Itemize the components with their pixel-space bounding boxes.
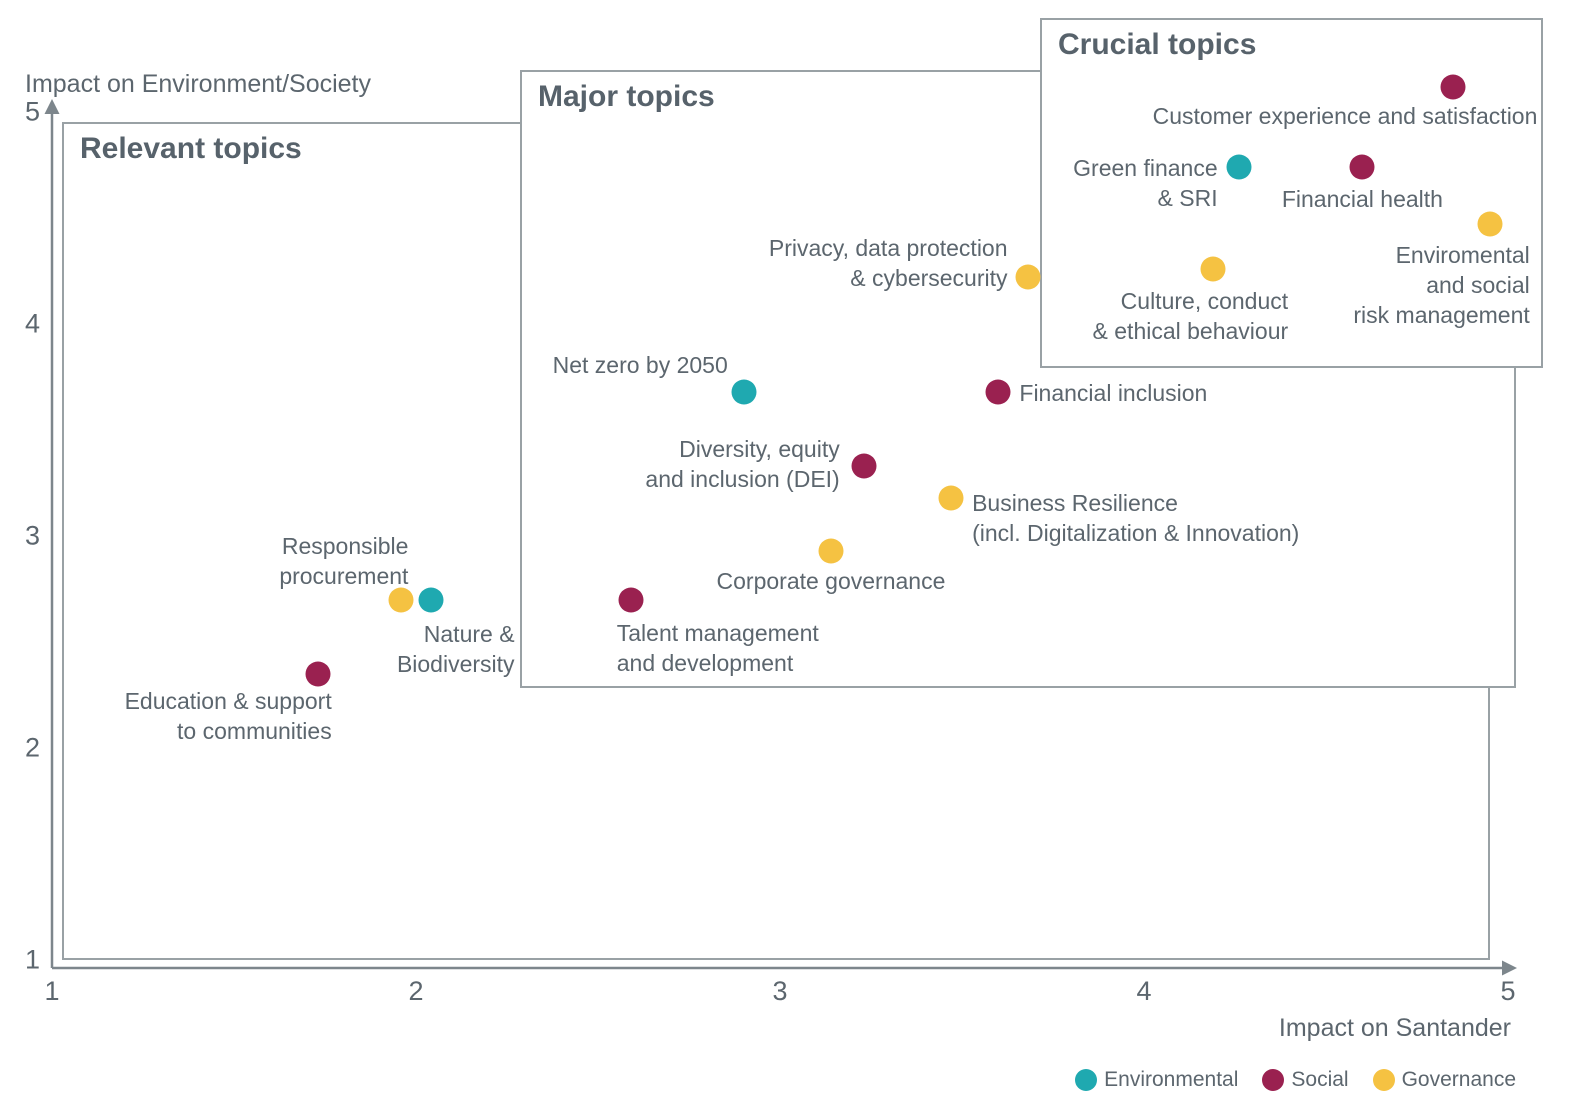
data-point-financial-inclusion [985, 379, 1011, 405]
data-point-nature-biodiversity [418, 587, 444, 613]
point-label-financial-health: Financial health [1282, 184, 1443, 214]
point-label-financial-inclusion: Financial inclusion [1019, 378, 1207, 408]
point-label-diversity-equity-and-inclusion-dei: Diversity, equity and inclusion (DEI) [645, 434, 839, 494]
y-axis-title: Impact on Environment/Society [25, 70, 371, 98]
data-point-culture-conduct-ethical-behaviour [1200, 256, 1226, 282]
point-label-business-resilience-incl-digitalization-innovation: Business Resilience (incl. Digitalization… [972, 488, 1299, 548]
point-label-line: Responsible [281, 532, 409, 559]
point-label-line: procurement [279, 562, 409, 589]
point-label-line: Corporate governance [716, 567, 946, 594]
point-label-line: and social [1426, 272, 1530, 299]
zone-relevant-topics-title: Relevant topics [80, 132, 302, 165]
data-point-green-finance-sri [1226, 154, 1252, 180]
data-point-enviromental-and-social-risk-management [1477, 211, 1503, 237]
x-tick-3: 3 [772, 976, 788, 1006]
data-point-talent-management-and-development [618, 587, 644, 613]
data-point-privacy-data-protection-cybersecurity [1015, 264, 1041, 290]
point-label-line: Green finance [1073, 155, 1218, 182]
governance-dot-icon [1372, 1069, 1395, 1091]
social-dot-icon [1262, 1069, 1285, 1091]
legend: Environmental Social Governance [1075, 1068, 1516, 1092]
y-tick-2: 2 [24, 732, 40, 763]
point-label-line: Privacy, data protection [768, 235, 1008, 262]
point-label-line: (incl. Digitalization & Innovation) [972, 519, 1300, 546]
x-tick-1: 1 [44, 976, 60, 1006]
point-label-line: Customer experience and satisfaction [1152, 102, 1538, 129]
point-label-line: Diversity, equity [679, 436, 840, 463]
data-point-education-support-to-communities [305, 661, 331, 687]
legend-item-social: Social [1262, 1068, 1349, 1092]
point-label-customer-experience-and-satisfaction: Customer experience and satisfaction [1153, 101, 1538, 131]
point-label-line: Nature & [423, 620, 515, 647]
point-label-line: Enviromental [1395, 242, 1530, 269]
data-point-customer-experience-and-satisfaction [1440, 74, 1466, 100]
point-label-enviromental-and-social-risk-management: Enviromental and social risk management [1353, 240, 1529, 330]
point-label-net-zero-by-2050: Net zero by 2050 [553, 350, 728, 380]
x-tick-4: 4 [1136, 976, 1152, 1006]
legend-item-governance: Governance [1372, 1068, 1516, 1092]
point-label-line: Talent management [616, 619, 819, 646]
point-label-culture-conduct-ethical-behaviour: Culture, conduct & ethical behaviour [1093, 286, 1289, 346]
point-label-nature-biodiversity: Nature & Biodiversity [397, 619, 515, 679]
y-tick-5: 5 [24, 96, 40, 127]
point-label-line: and inclusion (DEI) [645, 466, 840, 493]
legend-label-environmental: Environmental [1104, 1068, 1239, 1091]
point-label-line: Net zero by 2050 [552, 351, 728, 378]
zone-major-topics-title: Major topics [538, 80, 715, 113]
point-label-line: Culture, conduct [1120, 287, 1289, 314]
point-label-corporate-governance: Corporate governance [717, 566, 946, 596]
point-label-education-support-to-communities: Education & support to communities [125, 686, 332, 746]
y-tick-4: 4 [24, 308, 40, 339]
x-tick-2: 2 [408, 976, 424, 1006]
point-label-line: Education & support [124, 687, 332, 714]
data-point-financial-health [1349, 154, 1375, 180]
legend-label-social: Social [1291, 1068, 1349, 1091]
point-label-line: Financial inclusion [1019, 379, 1208, 406]
point-label-line: Financial health [1281, 186, 1443, 213]
y-tick-3: 3 [24, 520, 40, 551]
x-axis-title: Impact on Santander [1278, 1014, 1511, 1042]
legend-item-environmental: Environmental [1075, 1068, 1238, 1092]
point-label-green-finance-sri: Green finance & SRI [1073, 153, 1217, 213]
legend-label-governance: Governance [1401, 1068, 1516, 1091]
y-tick-1: 1 [24, 944, 40, 975]
environmental-dot-icon [1075, 1069, 1098, 1091]
point-label-line: and development [616, 649, 794, 676]
data-point-diversity-equity-and-inclusion-dei [851, 453, 877, 479]
point-label-line: & ethical behaviour [1092, 317, 1289, 344]
data-point-net-zero-by-2050 [731, 379, 757, 405]
point-label-privacy-data-protection-cybersecurity: Privacy, data protection & cybersecurity [769, 233, 1008, 293]
point-label-line: to communities [177, 717, 332, 744]
zone-crucial-topics-title: Crucial topics [1058, 28, 1257, 61]
point-label-talent-management-and-development: Talent management and development [617, 618, 819, 678]
data-point-corporate-governance [818, 538, 844, 564]
point-label-line: Biodiversity [396, 650, 515, 677]
data-point-responsible-procurement [388, 587, 414, 613]
point-label-line: Business Resilience [972, 489, 1178, 516]
point-label-line: risk management [1353, 302, 1530, 329]
data-point-business-resilience-incl-digitalization-innovation [938, 485, 964, 511]
point-label-responsible-procurement: Responsible procurement [279, 531, 408, 591]
point-label-line: & cybersecurity [850, 265, 1008, 292]
x-tick-5: 5 [1500, 976, 1516, 1006]
point-label-line: & SRI [1157, 185, 1218, 212]
